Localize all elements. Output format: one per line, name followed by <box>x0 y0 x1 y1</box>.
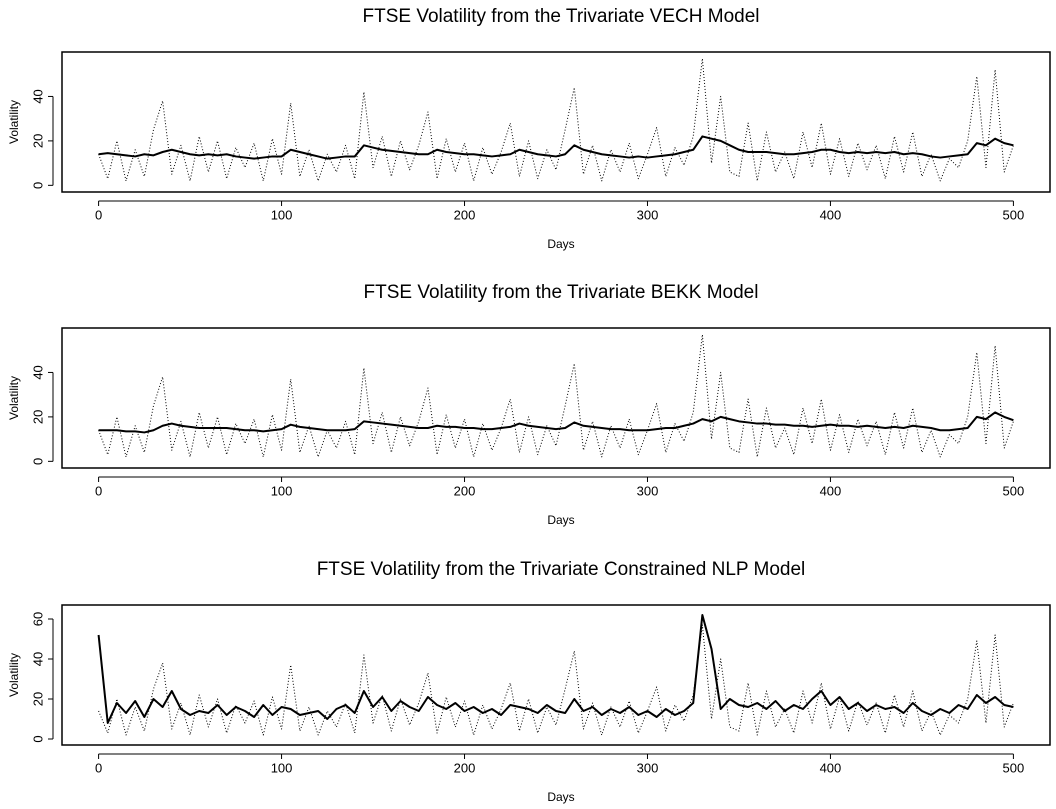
dotted-line <box>98 624 1014 736</box>
y-tick-label: 0 <box>30 458 45 465</box>
x-tick-label: 200 <box>454 483 476 498</box>
y-axis-label: Volatility <box>7 376 21 420</box>
x-tick-label: 100 <box>271 483 293 498</box>
x-tick-label: 200 <box>454 207 476 222</box>
x-tick-label: 100 <box>271 760 293 775</box>
x-axis-label: Days <box>547 237 574 251</box>
y-tick-label: 40 <box>30 652 45 666</box>
x-tick-label: 400 <box>820 760 842 775</box>
y-axis-label: Volatility <box>7 653 21 697</box>
x-tick-label: 300 <box>637 483 659 498</box>
x-tick-label: 400 <box>820 483 842 498</box>
x-tick-label: 300 <box>637 207 659 222</box>
x-tick-label: 0 <box>95 207 102 222</box>
plot-frame <box>61 51 1051 193</box>
x-tick-label: 300 <box>637 760 659 775</box>
dotted-line <box>98 58 1014 182</box>
solid-line <box>98 411 1014 434</box>
y-tick-label: 20 <box>30 692 45 706</box>
y-tick-label: 40 <box>30 89 45 103</box>
x-tick-label: 500 <box>1003 760 1025 775</box>
solid-line <box>97 614 1014 724</box>
x-axis-label: Days <box>547 790 574 804</box>
y-tick-label: 20 <box>30 410 45 424</box>
x-tick-label: 100 <box>271 207 293 222</box>
x-tick-label: 200 <box>454 760 476 775</box>
plot-frame <box>61 327 1051 469</box>
chart-title: FTSE Volatility from the Trivariate Cons… <box>317 559 806 580</box>
y-tick-label: 0 <box>30 735 45 742</box>
x-tick-label: 500 <box>1003 483 1025 498</box>
solid-line <box>98 135 1014 160</box>
y-tick-label: 40 <box>30 365 45 379</box>
chart-title: FTSE Volatility from the Trivariate VECH… <box>362 6 759 27</box>
x-tick-label: 0 <box>95 760 102 775</box>
y-axis-label: Volatility <box>7 100 21 144</box>
y-tick-label: 60 <box>30 612 45 626</box>
x-tick-label: 400 <box>820 207 842 222</box>
y-tick-label: 0 <box>30 182 45 189</box>
x-axis-label: Days <box>547 513 574 527</box>
plot-frame <box>61 604 1051 746</box>
y-tick-label: 20 <box>30 134 45 148</box>
x-tick-label: 0 <box>95 483 102 498</box>
x-tick-label: 500 <box>1003 207 1025 222</box>
chart-title: FTSE Volatility from the Trivariate BEKK… <box>364 282 759 303</box>
dotted-line <box>98 334 1014 458</box>
